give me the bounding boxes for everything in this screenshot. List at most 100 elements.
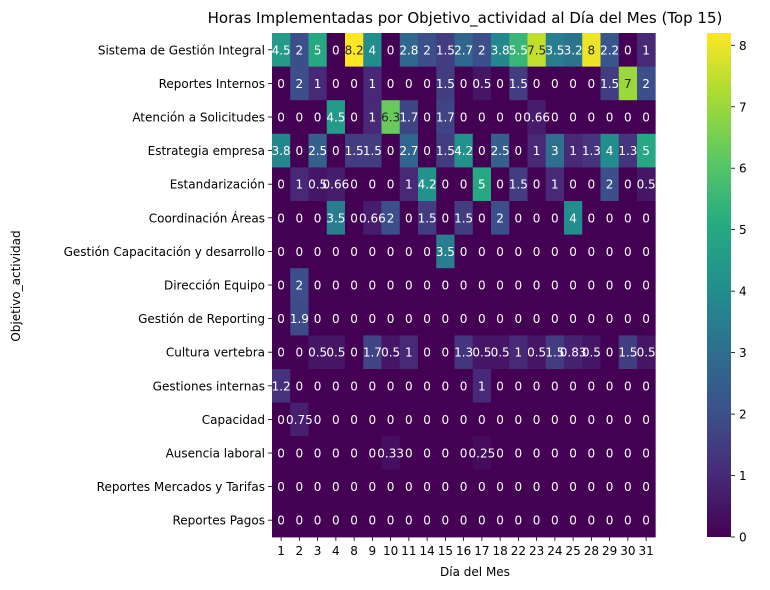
heatmap-cell [618,369,638,403]
cell-value-label: 1.7 [363,346,382,360]
cell-value-label: 0.25 [469,447,496,461]
heatmap-cell [491,133,510,168]
cell-value-label: 1.5 [454,211,473,225]
cell-value-label: 0 [460,514,468,528]
heatmap-cell [509,503,528,538]
heatmap-cell [618,234,638,269]
cell-value-label: 0 [551,279,559,293]
heatmap-cell [436,469,455,504]
heatmap-cell [564,100,583,135]
heatmap-cell [582,268,601,303]
cell-value-label: 0 [423,245,431,259]
heatmap-cell [272,133,291,168]
cell-value-label: 0 [588,178,596,192]
cell-value-label: 0 [478,312,486,326]
cell-value-label: 0 [533,379,541,393]
heatmap-cell [618,301,638,336]
cell-value-label: 2 [296,43,304,57]
cell-value-label: 1.3 [582,144,601,158]
heatmap-cell [564,301,583,336]
cell-value-label: 0 [350,178,358,192]
cell-value-label: 0 [624,514,632,528]
heatmap-cell [564,133,583,168]
heatmap-cell [345,100,364,135]
cell-value-label: 0 [369,178,377,192]
heatmap-cell [308,469,328,504]
cell-value-label: 0 [296,211,304,225]
heatmap-cell [472,167,492,202]
cell-value-label: 0 [478,413,486,427]
cell-value-label: 0 [405,413,413,427]
cell-value-label: 1.7 [399,111,418,125]
heatmap-cell [618,335,638,370]
cell-value-label: 1 [642,43,650,57]
y-tick-labels: Sistema de Gestión Integral Reportes Inte… [64,43,272,528]
heatmap-cell [399,369,419,403]
heatmap-cell [363,201,382,235]
heatmap-cell [308,33,328,67]
cell-value-label: 0 [515,144,523,158]
heatmap-cell [381,402,401,437]
heatmap-cell [308,133,328,168]
cell-value-label: 0 [314,379,322,393]
heatmap-cell [308,66,328,101]
cell-value-label: 8 [588,43,596,57]
x-tick-label: 2 [296,544,304,558]
heatmap-cell [418,167,437,202]
heatmap-cell [491,369,510,403]
heatmap-cell [564,167,583,202]
heatmap-cell [454,133,474,168]
cell-value-label: 0 [296,111,304,125]
cell-value-label: 0 [387,480,395,494]
cell-value-label: 0 [496,480,504,494]
cell-value-label: 0.5 [637,178,656,192]
cell-value-label: 0 [332,379,340,393]
cell-value-label: 2 [642,77,650,91]
cell-value-label: 0 [423,77,431,91]
cell-value-label: 0 [496,447,504,461]
cell-value-label: 0 [405,312,413,326]
heatmap-cell [491,201,510,235]
heatmap-cell [491,301,510,336]
heatmap-cell [582,234,601,269]
x-tick-label: 25 [565,544,580,558]
cell-value-label: 0 [369,480,377,494]
heatmap-cell [545,133,565,168]
heatmap-cell [308,268,328,303]
heatmap-cell [326,234,346,269]
heatmap-cell [545,33,565,67]
cell-value-label: 0 [606,514,614,528]
heatmap-cell [308,234,328,269]
heatmap-cell [363,33,382,67]
x-tick-label: 10 [383,544,398,558]
cell-value-label: 0 [588,413,596,427]
cell-value-label: 1 [405,346,413,360]
heatmap-cell [472,33,492,67]
heatmap-cell [381,301,401,336]
heatmap-cell [272,268,291,303]
heatmap-cell [399,436,419,471]
cell-value-label: 7.5 [527,43,546,57]
heatmap-cell [545,201,565,235]
heatmap-cell [418,234,437,269]
cell-value-label: 0.5 [381,346,400,360]
heatmap-cell [308,436,328,471]
heatmap-cell [308,100,328,135]
cell-value-label: 0 [460,111,468,125]
cell-value-label: 0 [533,178,541,192]
heatmap-cell [509,234,528,269]
heatmap-cell [582,469,601,504]
cell-value-label: 3.8 [491,43,510,57]
cell-value-label: 0 [569,111,577,125]
heatmap-cell [272,436,291,471]
cell-value-label: 1 [478,379,486,393]
heatmap-cell [545,268,565,303]
heatmap-cell [436,268,455,303]
cell-value-label: 2.5 [491,144,510,158]
heatmap-cell [381,268,401,303]
heatmap-cell [472,335,492,370]
heatmap-cell [399,469,419,504]
heatmap-cell [345,268,364,303]
heatmap-cell [399,234,419,269]
cell-value-label: 0 [350,211,358,225]
